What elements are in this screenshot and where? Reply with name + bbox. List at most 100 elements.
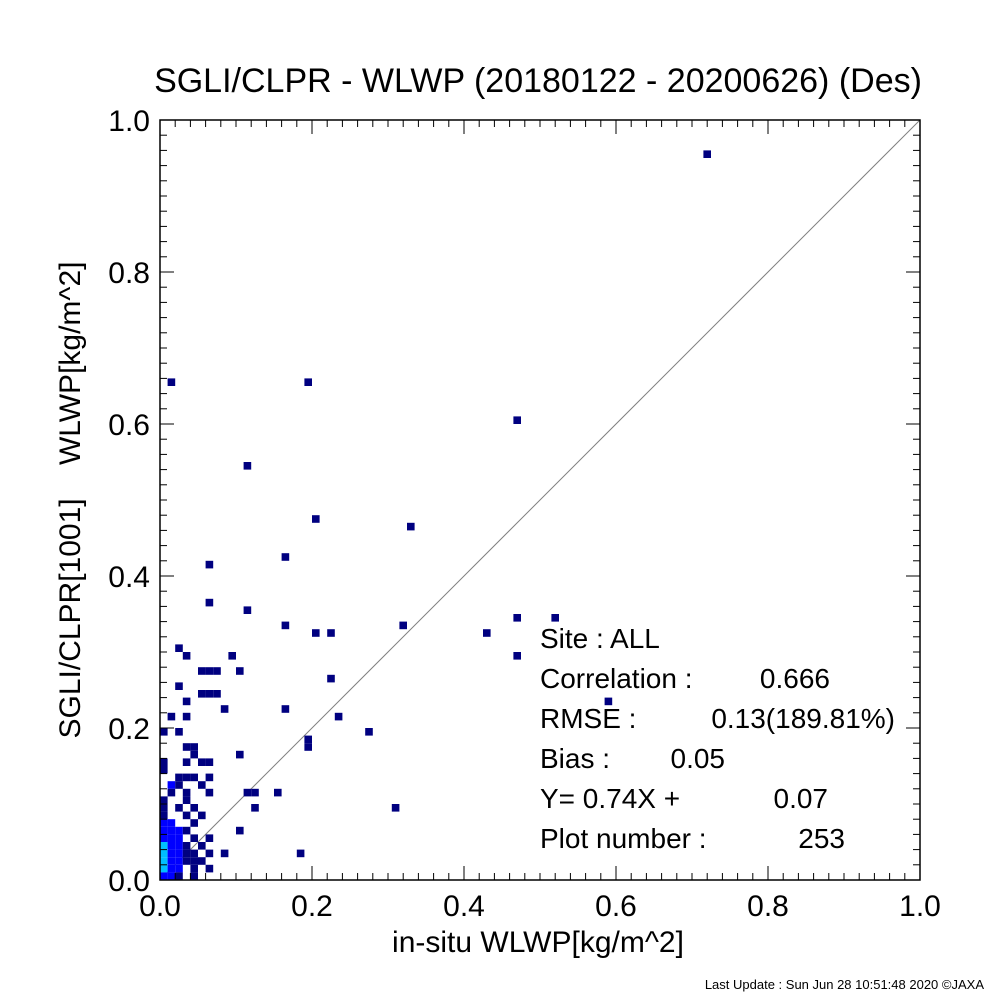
data-cell	[160, 834, 168, 842]
x-tick-label: 0.4	[443, 890, 485, 923]
data-cell	[251, 788, 259, 797]
data-cell	[160, 796, 168, 804]
data-cell	[274, 788, 282, 797]
data-cell	[167, 842, 176, 850]
data-cell	[205, 864, 214, 873]
data-cell	[160, 766, 168, 774]
data-cell	[551, 614, 559, 622]
data-cell	[198, 781, 206, 789]
y-tick-label: 1.0	[108, 105, 150, 138]
data-cell	[513, 652, 521, 660]
data-cell	[391, 804, 400, 812]
data-cell	[167, 781, 176, 789]
stat-label: Y= 0.74X +	[540, 783, 680, 814]
data-cell	[175, 849, 183, 858]
data-cell	[205, 773, 214, 782]
data-cell	[182, 712, 191, 721]
data-cell	[190, 834, 198, 842]
data-cell	[205, 667, 214, 675]
data-cell	[182, 826, 191, 835]
one-to-one-line	[159, 119, 921, 881]
data-cell	[312, 515, 320, 523]
data-cell	[160, 811, 168, 820]
stats-box: Site : ALL Correlation : 0.666 RMSE : 0.13(1…	[540, 623, 895, 854]
data-cell	[182, 842, 191, 850]
data-cell	[190, 804, 198, 812]
data-cell	[365, 728, 373, 736]
data-cell	[205, 849, 214, 858]
data-cell	[198, 690, 206, 698]
data-cell	[327, 629, 335, 637]
stat-value: 0.07	[774, 783, 829, 814]
data-cell	[160, 857, 168, 865]
data-cell	[281, 705, 290, 713]
data-cell	[182, 743, 191, 751]
data-cell	[167, 712, 176, 721]
data-cell	[175, 644, 183, 652]
data-cell	[175, 857, 183, 865]
data-cell	[160, 864, 168, 873]
data-cell	[167, 834, 176, 842]
data-cell	[205, 690, 214, 698]
data-cell	[312, 629, 320, 637]
data-cell	[399, 621, 407, 630]
data-cell	[304, 743, 312, 751]
data-cell	[205, 834, 214, 842]
data-cell	[175, 834, 183, 842]
data-cell	[167, 826, 176, 835]
y-tick-label: 0.0	[108, 865, 150, 898]
data-cell	[483, 629, 491, 637]
data-cell	[190, 872, 198, 880]
data-cell	[167, 857, 176, 865]
data-cell	[220, 705, 229, 713]
data-cell	[243, 462, 252, 470]
data-cell	[160, 842, 168, 850]
data-cell	[407, 522, 415, 531]
data-cell	[190, 857, 198, 865]
data-cell	[198, 857, 206, 865]
data-cell	[296, 849, 305, 858]
data-cell	[167, 872, 176, 880]
stat-label: Bias :	[540, 743, 610, 774]
data-cell	[175, 872, 183, 880]
data-cell	[251, 804, 259, 812]
data-cell	[703, 150, 711, 158]
data-cell	[182, 697, 191, 706]
stat-value: 253	[798, 823, 845, 854]
data-cell	[182, 796, 191, 804]
data-cell	[175, 826, 183, 835]
data-cell	[213, 667, 221, 675]
data-cell	[175, 864, 183, 873]
data-cell	[513, 614, 521, 622]
data-cell	[205, 758, 214, 766]
data-cell	[160, 758, 168, 766]
data-cell	[198, 811, 206, 820]
data-cell	[175, 804, 183, 812]
x-tick-label: 0.6	[595, 890, 637, 923]
y-tick-label: 0.2	[108, 713, 150, 746]
data-cell	[198, 842, 206, 850]
data-cell	[205, 788, 214, 797]
data-cell	[182, 849, 191, 858]
data-cell	[160, 849, 168, 858]
stat-value: 0.13(189.81%)	[711, 703, 895, 734]
plot-area: 0.0 0.2 0.4 0.6 0.8 1.0 0.0 0.2 0.4 0.6 0.8 1.0	[108, 105, 941, 923]
data-cell	[243, 606, 252, 614]
data-cell	[182, 811, 191, 820]
data-cell	[175, 773, 183, 782]
data-cell	[190, 849, 198, 858]
stat-label: Site : ALL	[540, 623, 660, 654]
data-cell	[190, 750, 198, 759]
data-cell	[182, 652, 191, 660]
data-cell	[198, 758, 206, 766]
data-cell	[160, 872, 168, 880]
data-cell	[327, 674, 335, 683]
data-cell	[167, 819, 176, 827]
data-cell	[190, 773, 198, 782]
x-tick-label: 0.8	[747, 890, 789, 923]
data-cell	[236, 750, 244, 759]
data-cell	[334, 712, 343, 721]
data-cell	[160, 728, 168, 736]
x-tick-label: 1.0	[899, 890, 941, 923]
y-axis-label: SGLI/CLPR[1001] WLWP[kg/m^2]	[54, 261, 87, 738]
